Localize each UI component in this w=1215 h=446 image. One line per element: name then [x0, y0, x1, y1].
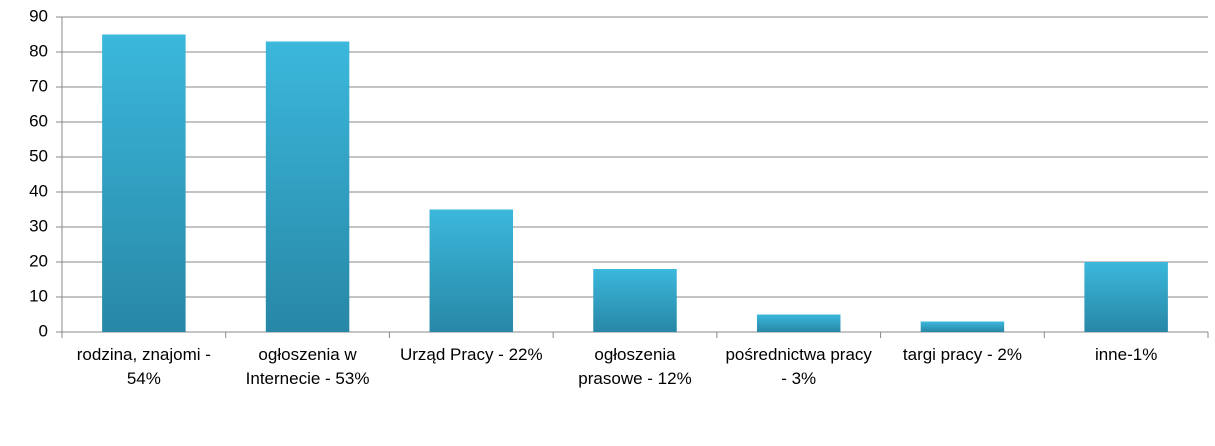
y-tick-label: 30 [29, 216, 48, 235]
bar [102, 34, 186, 332]
y-tick-label: 20 [29, 251, 48, 270]
bar [593, 269, 677, 332]
y-tick-label: 50 [29, 146, 48, 165]
x-tick-label: Urząd Pracy - 22% [399, 345, 543, 364]
x-tick-label: targi pracy - 2% [902, 345, 1022, 364]
x-tick-label: ogłoszenia w Internecie - 53% [245, 345, 370, 388]
y-tick-label: 10 [29, 286, 48, 305]
bar [1084, 262, 1168, 332]
y-tick-label: 80 [29, 41, 48, 60]
x-tick-label: pośrednictwa pracy - 3% [725, 345, 872, 388]
y-tick-label: 40 [29, 181, 48, 200]
x-tick-label: rodzina, znajomi - 54% [76, 345, 211, 388]
y-tick-label: 60 [29, 111, 48, 130]
y-tick-label: 90 [29, 6, 48, 25]
bar [265, 41, 350, 332]
bar [429, 209, 514, 332]
y-tick-label: 0 [39, 321, 48, 340]
bar [920, 321, 1005, 332]
x-tick-label: inne-1% [1094, 345, 1158, 364]
bar [756, 314, 841, 332]
y-tick-label: 70 [29, 76, 48, 95]
x-tick-label: ogłoszenia prasowe - 12% [578, 345, 692, 388]
